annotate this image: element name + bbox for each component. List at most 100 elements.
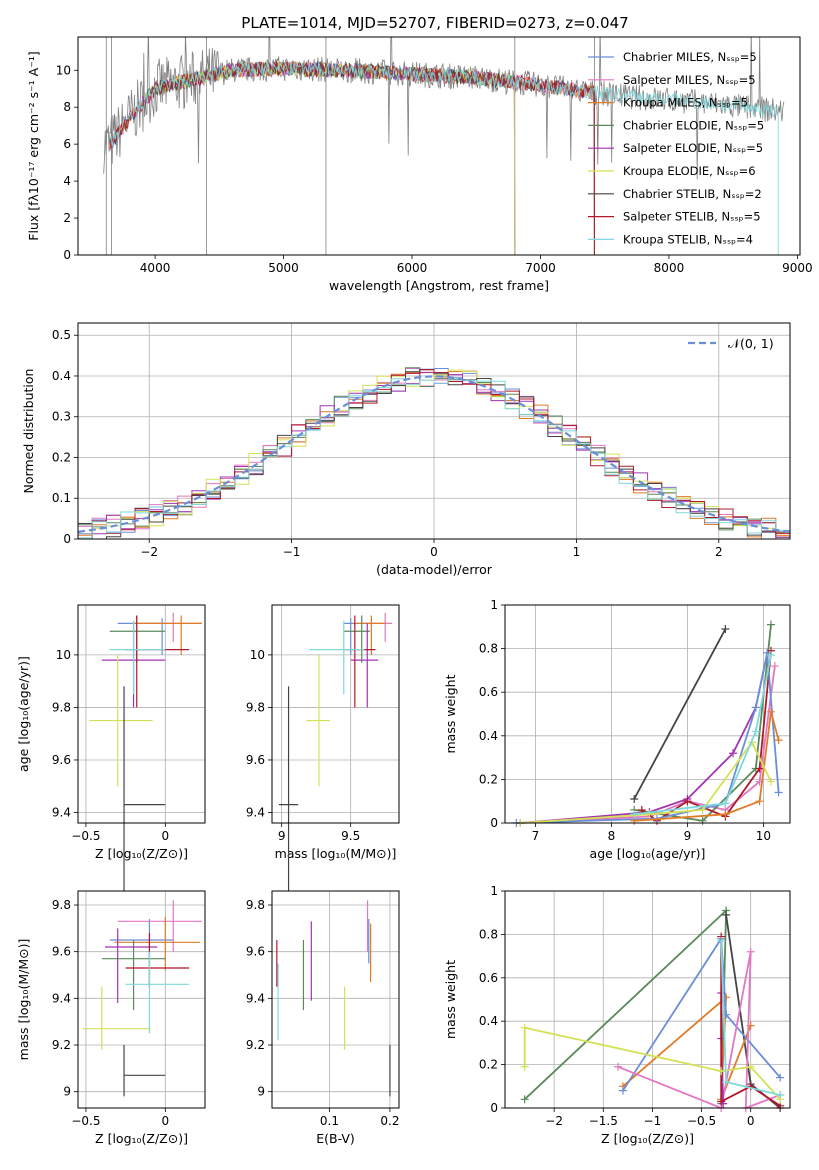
- histogram-step-5: [78, 369, 790, 540]
- plot-area: [272, 605, 399, 823]
- panels: 4000 5000 6000 7000 8000 90000246810wavelengt…: [16, 36, 813, 1146]
- legend-entry: Chabrier MILES, Nₛₛₚ=5: [623, 50, 757, 64]
- y-tick-label: 8: [63, 100, 71, 114]
- y-tick-label: 1: [490, 884, 498, 898]
- model-line-8: [109, 60, 779, 255]
- errorbar-point-4: [104, 928, 158, 1003]
- plot-content: [82, 900, 202, 1097]
- plot-area: [505, 605, 790, 823]
- y-tick-label: 4: [63, 174, 71, 188]
- weight-marker: [774, 788, 783, 797]
- x-tick-label: 0: [747, 1114, 755, 1128]
- y-tick-label: 0.6: [479, 971, 498, 985]
- y-tick-label: 9.4: [246, 991, 265, 1005]
- x-axis-label: Z [log₁₀(Z/Z⊙)]: [601, 1131, 694, 1146]
- weight-line-5: [516, 652, 780, 824]
- axes-frame: [504, 890, 791, 1109]
- x-axis-label: Z [log₁₀(Z/Z⊙)]: [95, 846, 188, 861]
- y-tick-label: 1: [490, 598, 498, 612]
- legend-entry: Chabrier ELODIE, Nₛₛₚ=5: [623, 118, 764, 132]
- legend-entry: Kroupa MILES, Nₛₛₚ=5: [623, 96, 748, 110]
- x-tick-label: −0.5: [687, 1114, 716, 1128]
- y-tick-label: 2: [63, 211, 71, 225]
- y-axis-label: Normed distribution: [21, 369, 36, 494]
- weight-marker: [698, 805, 707, 814]
- weight-marker: [630, 795, 639, 804]
- y-tick-label: 9.6: [52, 753, 71, 767]
- errorbar-point-5: [306, 654, 330, 787]
- x-tick-label: −1: [644, 1114, 662, 1128]
- panel-age-vs-mass: 9 9.5 9.4 9.6 9.8 10 mass [log₁₀(M/M⊙)]: [246, 604, 400, 892]
- y-tick-label: 0.8: [479, 927, 498, 941]
- y-tick-label: 0.6: [479, 685, 498, 699]
- weight-marker: [767, 651, 775, 660]
- y-tick-label: 9.6: [246, 753, 265, 767]
- y-tick-label: 0: [490, 816, 498, 830]
- weight-marker: [755, 797, 764, 806]
- axes-frame: [77, 36, 801, 256]
- x-axis-label: Z [log₁₀(Z/Z⊙)]: [95, 1131, 188, 1146]
- panel-residual-hist: −2 −1 0 1 2 0 0.1 0.2 0.3 0.4 0.5 (data-model)/erro…: [21, 322, 791, 577]
- y-tick-label: 9: [63, 1085, 71, 1099]
- x-tick-label: 9: [278, 829, 286, 843]
- x-tick-label: 6000: [397, 261, 428, 275]
- y-axis-label: Flux [fλ10⁻¹⁷ erg cm⁻² s⁻¹ A⁻¹]: [26, 51, 41, 240]
- y-tick-label: 9.4: [246, 805, 265, 819]
- y-tick-label: 0: [490, 1101, 498, 1115]
- gridlines: [272, 891, 399, 1108]
- x-tick-label: −1: [283, 545, 301, 559]
- plot-content: [278, 612, 393, 892]
- model-line-7: [109, 59, 595, 255]
- errorbar-point-2: [114, 916, 201, 971]
- x-axis-label: wavelength [Angstrom, rest frame]: [329, 278, 549, 293]
- errorbar-point-5: [82, 986, 150, 1050]
- x-tick-label: 10: [756, 829, 771, 843]
- weight-marker: [774, 736, 783, 745]
- plot-content: [77, 367, 791, 540]
- weight-marker: [776, 1073, 785, 1082]
- x-tick-label: −2: [545, 1114, 563, 1128]
- x-tick-label: 2: [715, 545, 723, 559]
- errorbar-point-5: [89, 654, 153, 787]
- errorbar-point-8: [309, 620, 365, 695]
- x-tick-label: 7: [532, 829, 540, 843]
- y-tick-label: 9: [257, 1085, 265, 1099]
- weight-marker: [729, 749, 737, 758]
- y-tick-label: 0.4: [52, 369, 71, 383]
- panel-massweight-vs-Z: −2 −1.5 −1 −0.5 0 0 0.2 0.4 0.6 0.8 1 Z [log₁₀(Z/Z⊙…: [443, 884, 791, 1146]
- y-tick-label: 6: [63, 137, 71, 151]
- y-tick-label: 9.8: [246, 898, 265, 912]
- y-tick-label: 10: [56, 63, 71, 77]
- y-tick-label: 9.2: [246, 1038, 265, 1052]
- errorbar-point-6: [123, 686, 166, 892]
- weight-marker: [751, 727, 760, 736]
- y-tick-label: 0.8: [479, 642, 498, 656]
- plot-area: [78, 605, 205, 823]
- plot-area: [78, 891, 205, 1108]
- weight-line-6: [720, 936, 781, 1107]
- y-axis-label: mass weight: [443, 674, 458, 753]
- x-tick-label: 8: [608, 829, 616, 843]
- x-tick-label: 0.1: [320, 1114, 339, 1128]
- weight-marker: [520, 1062, 529, 1071]
- y-tick-label: 9.4: [52, 991, 71, 1005]
- errorbar-point-3: [343, 615, 371, 663]
- y-tick-label: 0.1: [52, 491, 71, 505]
- x-tick-label: 8000: [654, 261, 685, 275]
- plot-content: [103, 37, 785, 255]
- plot-content: [276, 900, 391, 1097]
- legend-entry: 𝒩(0, 1): [728, 336, 774, 351]
- weight-marker: [770, 662, 779, 671]
- y-tick-label: 9.2: [52, 1038, 71, 1052]
- x-axis-label: mass [log₁₀(M/M⊙)]: [275, 846, 397, 861]
- y-tick-label: 0.5: [52, 328, 71, 342]
- y-tick-label: 0.4: [479, 729, 498, 743]
- weight-marker: [520, 1023, 529, 1032]
- axes-frame: [271, 890, 400, 1109]
- panel-mass-vs-EBV: 0.1 0.2 9 9.2 9.4 9.6 9.8 E(B-V): [246, 890, 400, 1146]
- y-axis-label: mass [log₁₀(M/M⊙)]: [16, 939, 31, 1061]
- panel-spectrum: 4000 5000 6000 7000 8000 9000 0 2 4 6 8 10 wavelengt…: [26, 36, 813, 293]
- gridlines: [78, 605, 205, 823]
- weight-marker: [755, 764, 764, 773]
